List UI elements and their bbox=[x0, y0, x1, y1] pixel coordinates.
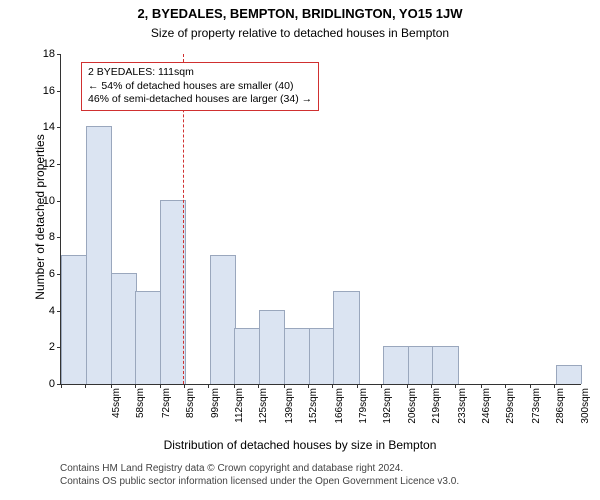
x-tick-mark bbox=[61, 384, 62, 388]
title-main: 2, BYEDALES, BEMPTON, BRIDLINGTON, YO15 … bbox=[0, 6, 600, 21]
x-tick-mark bbox=[184, 384, 185, 388]
histogram-bar bbox=[284, 328, 310, 384]
x-tick-label: 125sqm bbox=[258, 388, 269, 438]
x-tick-label: 85sqm bbox=[185, 388, 196, 438]
x-tick-label: 286sqm bbox=[555, 388, 566, 438]
x-tick-label: 246sqm bbox=[481, 388, 492, 438]
histogram-bar bbox=[234, 328, 260, 384]
histogram-bar bbox=[259, 310, 285, 384]
annotation-line: 2 BYEDALES: 111sqm bbox=[88, 66, 312, 80]
x-tick-label: 273sqm bbox=[531, 388, 542, 438]
x-tick-label: 45sqm bbox=[111, 388, 122, 438]
footer-attribution: Contains HM Land Registry data © Crown c… bbox=[60, 462, 459, 488]
x-tick-label: 58sqm bbox=[135, 388, 146, 438]
x-tick-mark bbox=[381, 384, 382, 388]
x-tick-label: 99sqm bbox=[210, 388, 221, 438]
histogram-bar bbox=[135, 291, 161, 384]
x-tick-mark bbox=[455, 384, 456, 388]
x-tick-mark bbox=[135, 384, 136, 388]
chart-container: 2, BYEDALES, BEMPTON, BRIDLINGTON, YO15 … bbox=[0, 0, 600, 500]
y-tick-mark bbox=[57, 201, 61, 202]
x-tick-mark bbox=[357, 384, 358, 388]
title-sub: Size of property relative to detached ho… bbox=[0, 26, 600, 40]
x-tick-mark bbox=[431, 384, 432, 388]
histogram-bar bbox=[432, 346, 458, 384]
annotation-line: 46% of semi-detached houses are larger (… bbox=[88, 93, 312, 107]
footer-line-1: Contains HM Land Registry data © Crown c… bbox=[60, 462, 459, 475]
histogram-bar bbox=[210, 255, 236, 384]
x-tick-mark bbox=[481, 384, 482, 388]
x-tick-mark bbox=[554, 384, 555, 388]
x-tick-mark bbox=[160, 384, 161, 388]
annotation-line: ← 54% of detached houses are smaller (40… bbox=[88, 80, 312, 94]
plot-area: 02468101214161845sqm58sqm72sqm85sqm99sqm… bbox=[60, 54, 581, 385]
x-tick-label: 166sqm bbox=[334, 388, 345, 438]
x-tick-label: 112sqm bbox=[234, 388, 245, 438]
histogram-bar bbox=[86, 126, 112, 384]
x-tick-mark bbox=[284, 384, 285, 388]
x-tick-mark bbox=[234, 384, 235, 388]
x-tick-label: 233sqm bbox=[457, 388, 468, 438]
x-tick-mark bbox=[111, 384, 112, 388]
x-tick-mark bbox=[505, 384, 506, 388]
x-axis-label: Distribution of detached houses by size … bbox=[0, 438, 600, 452]
x-tick-label: 300sqm bbox=[580, 388, 591, 438]
x-tick-label: 72sqm bbox=[161, 388, 172, 438]
y-tick-mark bbox=[57, 237, 61, 238]
x-tick-label: 139sqm bbox=[284, 388, 295, 438]
y-tick-mark bbox=[57, 127, 61, 128]
histogram-bar bbox=[408, 346, 434, 384]
x-tick-label: 206sqm bbox=[407, 388, 418, 438]
histogram-bar bbox=[61, 255, 87, 384]
footer-line-2: Contains OS public sector information li… bbox=[60, 475, 459, 488]
x-tick-label: 192sqm bbox=[382, 388, 393, 438]
x-tick-mark bbox=[332, 384, 333, 388]
y-tick-mark bbox=[57, 164, 61, 165]
x-tick-label: 152sqm bbox=[308, 388, 319, 438]
histogram-bar bbox=[333, 291, 359, 384]
y-axis-label: Number of detached properties bbox=[33, 117, 47, 317]
y-tick-mark bbox=[57, 91, 61, 92]
x-tick-mark bbox=[407, 384, 408, 388]
x-tick-mark bbox=[85, 384, 86, 388]
histogram-bar bbox=[111, 273, 137, 384]
x-tick-mark bbox=[258, 384, 259, 388]
histogram-bar bbox=[309, 328, 335, 384]
x-tick-mark bbox=[208, 384, 209, 388]
x-tick-label: 219sqm bbox=[431, 388, 442, 438]
histogram-bar bbox=[556, 365, 582, 384]
x-tick-label: 259sqm bbox=[505, 388, 516, 438]
y-tick-mark bbox=[57, 54, 61, 55]
annotation-box: 2 BYEDALES: 111sqm← 54% of detached hous… bbox=[81, 62, 319, 111]
x-tick-mark bbox=[530, 384, 531, 388]
x-tick-label: 179sqm bbox=[358, 388, 369, 438]
histogram-bar bbox=[383, 346, 409, 384]
x-tick-mark bbox=[308, 384, 309, 388]
